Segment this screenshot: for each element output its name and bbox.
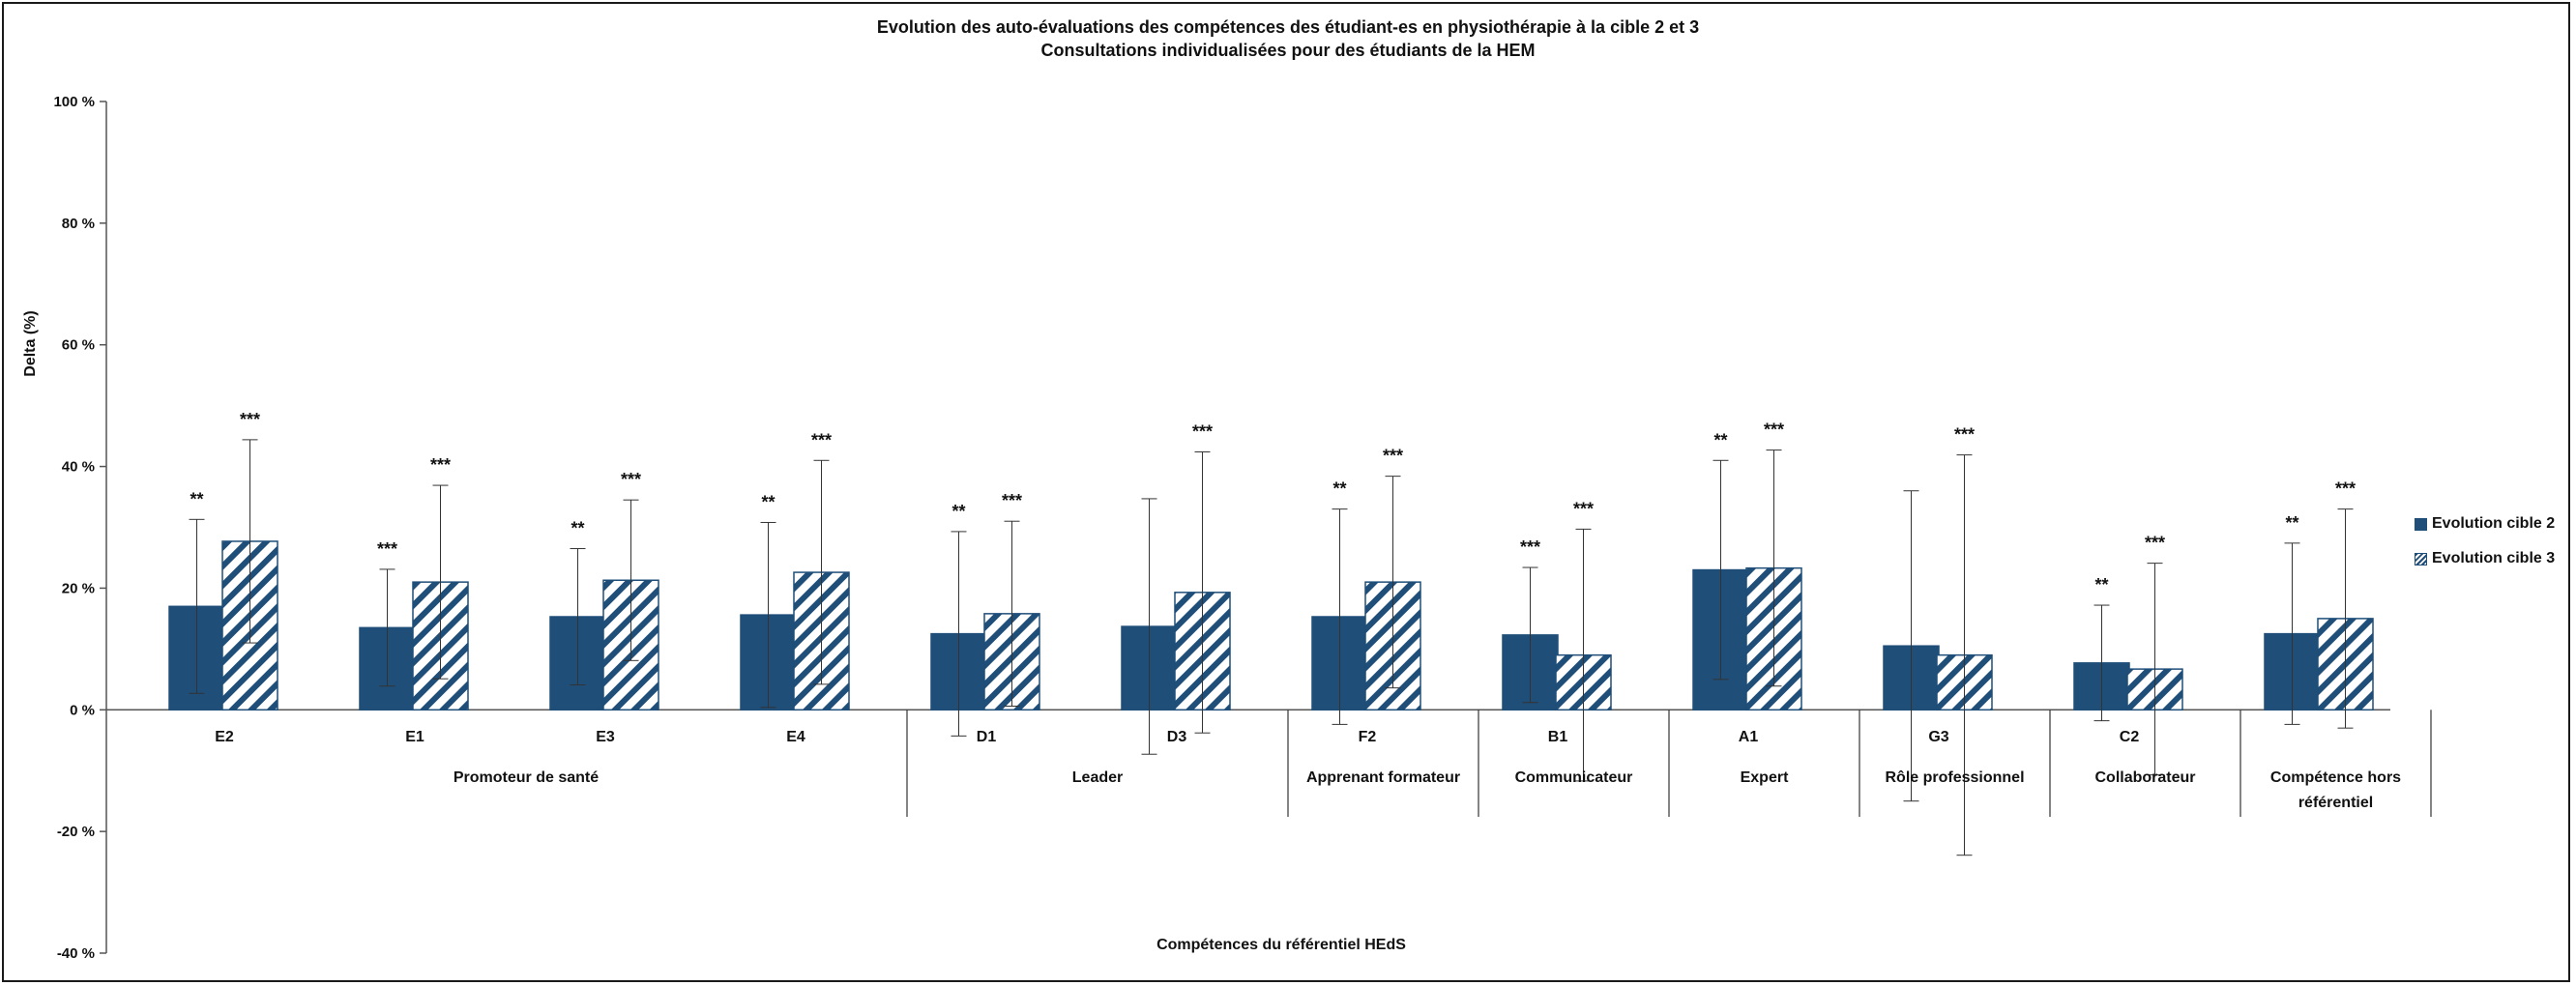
y-tick-label: 100 % xyxy=(53,94,95,110)
y-tick-label: 40 % xyxy=(62,459,95,476)
significance-marker: *** xyxy=(377,539,397,559)
significance-marker: ** xyxy=(190,489,203,508)
x-tick-label: F2 xyxy=(1359,729,1377,745)
x-tick-label: B1 xyxy=(1548,729,1568,745)
y-tick-label: 80 % xyxy=(62,216,95,232)
legend-item-cible-2: Evolution cible 2 xyxy=(2415,515,2555,533)
legend-item-cible-3: Evolution cible 3 xyxy=(2415,550,2555,567)
y-axis-title: Delta (%) xyxy=(22,310,39,376)
significance-marker: *** xyxy=(2335,479,2356,499)
x-tick-label: C2 xyxy=(2120,729,2140,745)
x-axis-title: Compétences du référentiel HEdS xyxy=(1156,937,1406,953)
significance-marker: *** xyxy=(2145,534,2165,553)
group-label: Apprenant formateur xyxy=(1306,769,1460,786)
chart-subtitle: Consultations individualisées pour des é… xyxy=(1040,41,1536,60)
group-label: Rôle professionnel xyxy=(1885,769,2024,786)
x-tick-label: E3 xyxy=(596,729,615,745)
group-label: Expert xyxy=(1741,769,1789,786)
group-label: référentiel xyxy=(2298,795,2373,811)
significance-marker: *** xyxy=(811,430,832,450)
significance-marker: ** xyxy=(761,492,775,511)
y-tick-label: -20 % xyxy=(57,824,95,840)
significance-marker: ** xyxy=(2285,513,2298,533)
x-tick-label: G3 xyxy=(1928,729,1948,745)
group-label: Leader xyxy=(1072,769,1123,786)
significance-marker: *** xyxy=(1954,425,1975,445)
significance-marker: *** xyxy=(1520,537,1540,557)
legend-label: Evolution cible 2 xyxy=(2432,515,2556,532)
significance-marker: ** xyxy=(2094,575,2108,594)
significance-marker: ** xyxy=(1332,479,1346,499)
significance-marker: ** xyxy=(1713,430,1727,450)
y-tick-label: 60 % xyxy=(62,337,95,354)
significance-marker: *** xyxy=(621,470,641,489)
x-tick-label: A1 xyxy=(1739,729,1759,745)
y-tick-label: -40 % xyxy=(57,945,95,962)
significance-marker: ** xyxy=(951,502,965,521)
significance-marker: *** xyxy=(1573,499,1594,518)
x-tick-label: D3 xyxy=(1167,729,1187,745)
significance-marker: *** xyxy=(430,455,451,475)
significance-marker: *** xyxy=(1383,447,1403,466)
group-label: Collaborateur xyxy=(2094,769,2195,786)
significance-marker: *** xyxy=(1764,420,1784,440)
legend-label: Evolution cible 3 xyxy=(2432,550,2556,566)
x-tick-label: D1 xyxy=(977,729,997,745)
group-label: Communicateur xyxy=(1515,769,1633,786)
legend-swatch-hatched xyxy=(2415,552,2427,566)
chart-title: Evolution des auto-évaluations des compé… xyxy=(876,17,1700,37)
y-tick-label: 20 % xyxy=(62,580,95,596)
x-tick-label: E4 xyxy=(786,729,805,745)
x-tick-label: E1 xyxy=(405,729,424,745)
significance-marker: *** xyxy=(240,410,260,429)
significance-marker: ** xyxy=(571,519,584,538)
significance-marker: *** xyxy=(1192,421,1213,441)
significance-marker: *** xyxy=(1002,491,1022,510)
y-tick-label: 0 % xyxy=(70,702,95,718)
legend-swatch-solid xyxy=(2415,517,2427,531)
x-tick-label: E2 xyxy=(215,729,234,745)
group-label: Compétence hors xyxy=(2270,769,2401,786)
group-label: Promoteur de santé xyxy=(454,769,599,786)
